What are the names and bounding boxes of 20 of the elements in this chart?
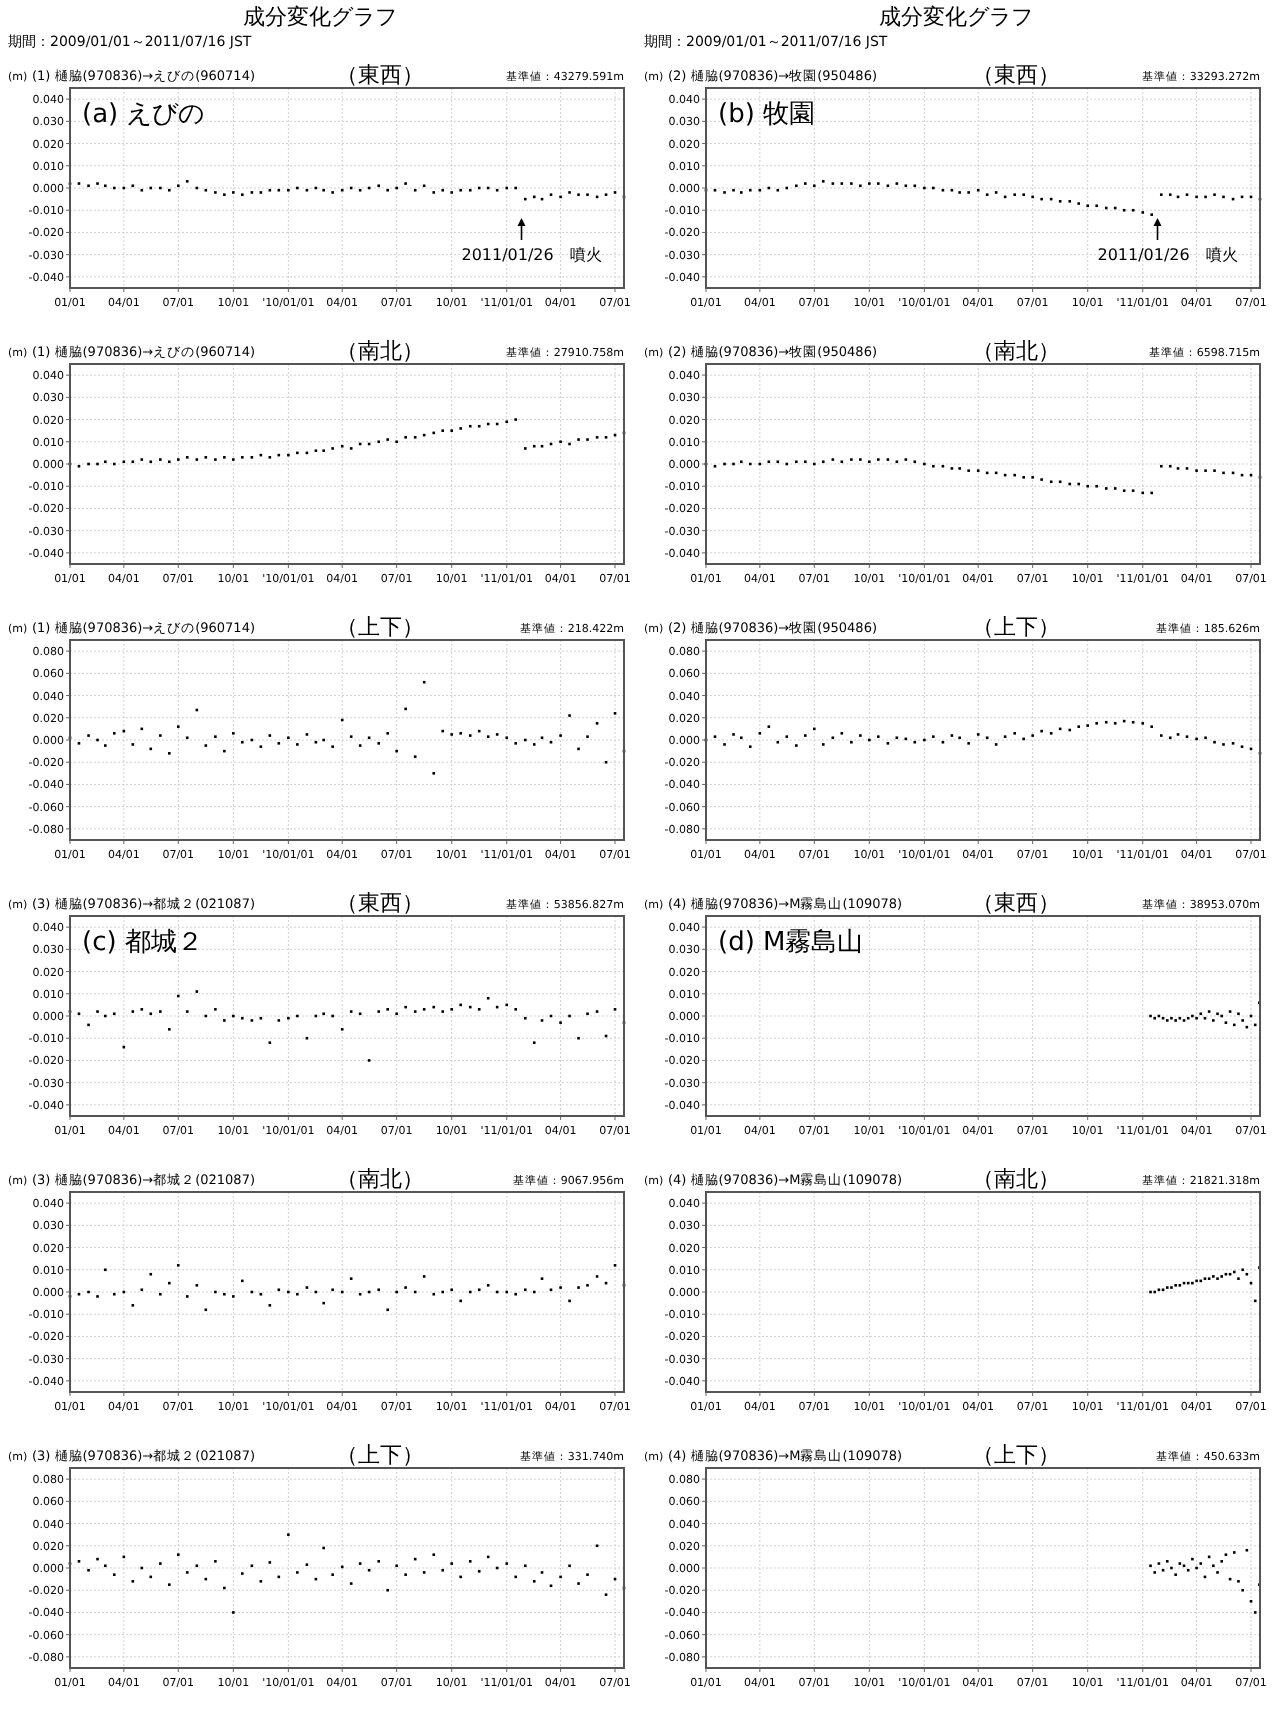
annotation: (c) 都城２: [82, 928, 203, 958]
annotation: 2011/01/26 噴火: [1097, 246, 1238, 264]
annotation: （南北）: [972, 338, 1060, 364]
annotation: （上下）: [336, 1442, 424, 1468]
annotation: （上下）: [972, 1442, 1060, 1468]
annotation: (b) 牧園: [718, 100, 816, 130]
annotation: （南北）: [336, 1166, 424, 1192]
annotation: （東西）: [336, 62, 424, 88]
annotation: (a) えびの: [82, 100, 205, 130]
chart-title: 成分変化グラフ: [243, 4, 397, 30]
annotation: (d) M霧島山: [718, 928, 864, 958]
annotation: （上下）: [336, 614, 424, 640]
chart-title: 成分変化グラフ: [879, 4, 1033, 30]
annotation: （東西）: [972, 890, 1060, 916]
annotation: （上下）: [972, 614, 1060, 640]
annotation: （東西）: [972, 62, 1060, 88]
annotation: 2011/01/26 噴火: [461, 246, 602, 264]
annotation: （南北）: [972, 1166, 1060, 1192]
annotation: （南北）: [336, 338, 424, 364]
annotation: （東西）: [336, 890, 424, 916]
